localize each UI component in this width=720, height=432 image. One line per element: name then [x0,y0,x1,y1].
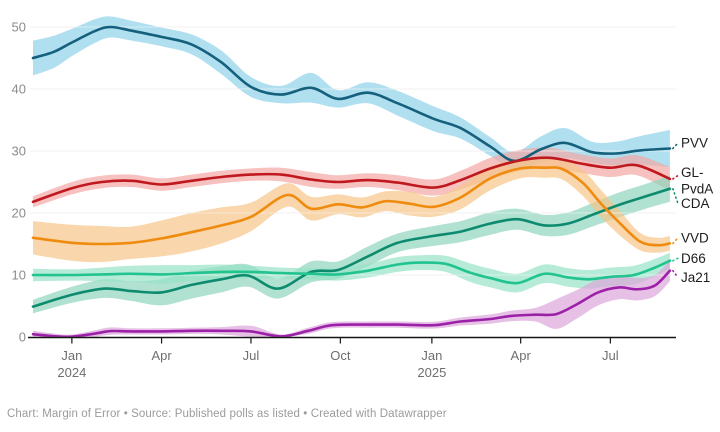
x-axis-label: Apr [151,348,172,363]
series-label-PVV: PVV [681,135,708,150]
series-label-CDA: CDA [681,196,710,211]
series-leader-CDA [672,188,679,205]
series-label-VVD: VVD [681,230,709,245]
x-axis-label: Jan [61,348,82,363]
series-label-D66: D66 [681,251,706,266]
chart-footer: Chart: Margin of Error • Source: Publish… [7,408,447,420]
series-band-PVV [33,16,670,170]
series-label-Ja21: Ja21 [681,270,710,285]
y-axis-label: 50 [12,20,26,35]
y-axis-label: 0 [19,330,26,345]
plot-area: Jan 2024 Apr Jul Oct Jan 2025 Apr Jul 0 10 20 30 40 50… [12,16,713,380]
y-axis-label: 20 [12,206,26,221]
x-axis-year-label: 2025 [417,365,446,380]
y-axis-label: 30 [12,144,26,159]
series-line-Ja21 [31,269,672,337]
series-line-CDA [31,187,672,308]
series-line-PVV [31,25,672,163]
series-leader-D66 [672,257,679,262]
series-band-Ja21 [33,260,670,337]
y-axis-label: 10 [12,268,26,283]
x-axis-label: Jul [602,348,619,363]
x-axis-year-label: 2024 [57,365,86,380]
x-axis-label: Apr [511,348,532,363]
poll-chart: Jan 2024 Apr Jul Oct Jan 2025 Apr Jul 0 10 20 30 40 50… [12,16,713,380]
series-leader-VVD [672,237,679,245]
series-line-D66 [31,259,672,285]
series-leader-PVV [672,142,679,150]
x-axis-label: Jul [243,348,260,363]
series-leader-Ja21 [672,269,679,279]
series-line-VVD [31,166,672,247]
series-label-GL-PvdA: GL-PvdA [681,165,713,197]
series-line-GL-PvdA [31,156,672,204]
x-axis-label: Oct [330,348,351,363]
series-band-VVD [33,157,670,263]
series-leader-GL-PvdA [672,174,679,180]
y-axis-label: 40 [12,82,26,97]
x-axis-label: Jan [421,348,442,363]
